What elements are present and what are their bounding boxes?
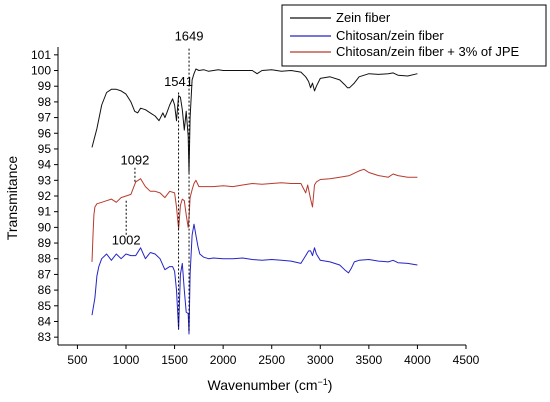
y-tick-label-100: 100 — [31, 64, 51, 78]
x-tick-label-4500: 4500 — [453, 353, 480, 367]
y-tick-label-84: 84 — [38, 314, 52, 328]
y-tick-label-101: 101 — [31, 48, 51, 62]
y-tick-label-88: 88 — [38, 252, 52, 266]
x-tick-label-1000: 1000 — [113, 353, 140, 367]
y-tick-label-86: 86 — [38, 283, 52, 297]
series-line-0 — [91, 68, 418, 173]
x-tick-label-1500: 1500 — [161, 353, 188, 367]
legend-label-chitosan-zein-jpe: Chitosan/zein fiber + 3% of JPE — [336, 44, 520, 59]
y-tick-label-85: 85 — [38, 299, 52, 313]
series-line-2 — [91, 168, 418, 262]
y-tick-label-95: 95 — [38, 142, 52, 156]
y-tick-label-99: 99 — [38, 79, 52, 93]
x-axis-title-main: Wavenumber (cm — [208, 377, 318, 393]
x-axis-title-sup: −1 — [318, 377, 328, 387]
annotation-label-1541: 1541 — [164, 74, 193, 89]
x-tick-label-3000: 3000 — [307, 353, 334, 367]
x-tick-label-4000: 4000 — [404, 353, 431, 367]
y-tick-label-89: 89 — [38, 236, 52, 250]
annotation-label-1002: 1002 — [112, 233, 141, 248]
legend: Zein fiber Chitosan/zein fiber Chitosan/… — [281, 4, 547, 67]
y-tick-label-92: 92 — [38, 189, 52, 203]
legend-label-zein: Zein fiber — [336, 10, 391, 25]
x-tick-label-2000: 2000 — [210, 353, 237, 367]
x-axis-title-end: ) — [328, 377, 333, 393]
x-tick-label-3500: 3500 — [356, 353, 383, 367]
y-tick-label-96: 96 — [38, 126, 52, 140]
series-line-1 — [91, 223, 418, 335]
x-axis-title: Wavenumber (cm−1) — [208, 377, 333, 393]
y-tick-label-87: 87 — [38, 267, 52, 281]
legend-label-chitosan-zein: Chitosan/zein fiber — [336, 28, 444, 43]
annotation-label-1649: 1649 — [175, 29, 204, 44]
y-axis-title: Transmitance — [4, 156, 20, 241]
y-tick-label-98: 98 — [38, 95, 52, 109]
x-tick-label-2500: 2500 — [258, 353, 285, 367]
y-tick-label-90: 90 — [38, 220, 52, 234]
y-tick-label-91: 91 — [38, 205, 52, 219]
y-tick-label-97: 97 — [38, 111, 52, 125]
annotation-label-1092: 1092 — [120, 153, 149, 168]
y-tick-label-94: 94 — [38, 158, 52, 172]
x-tick-label-500: 500 — [67, 353, 87, 367]
y-tick-label-93: 93 — [38, 173, 52, 187]
y-tick-label-83: 83 — [38, 330, 52, 344]
